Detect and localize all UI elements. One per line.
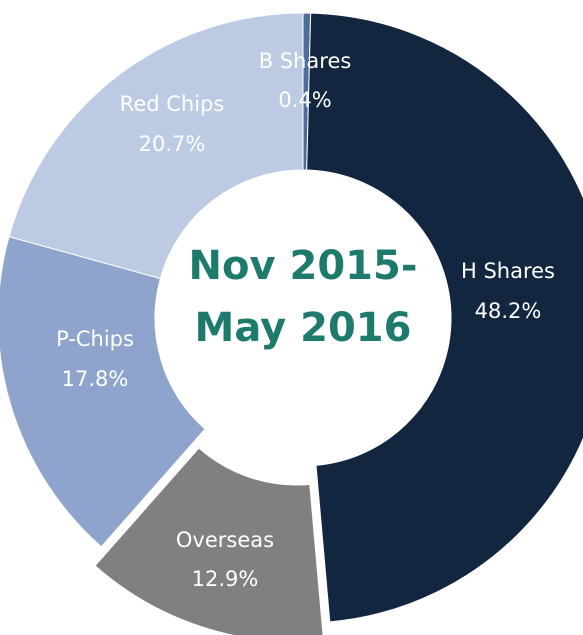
slice-value: 12.9%: [192, 567, 259, 591]
slice-value: 17.8%: [62, 367, 129, 391]
slice-name: P-Chips: [56, 327, 134, 351]
slice-value: 0.4%: [278, 88, 331, 112]
slice: [306, 12, 583, 623]
center-label: Nov 2015-: [189, 243, 418, 289]
center-label: May 2016: [195, 305, 412, 351]
slice-value: 20.7%: [139, 132, 206, 156]
slice: [0, 235, 206, 548]
slice-name: Red Chips: [120, 92, 225, 116]
slice: [8, 12, 304, 280]
slice-name: H Shares: [461, 259, 555, 283]
slice: [94, 447, 324, 635]
slice-name: Overseas: [176, 528, 274, 552]
slice-value: 48.2%: [475, 299, 542, 323]
slice-name: B Shares: [259, 49, 352, 73]
slices: [0, 12, 583, 635]
